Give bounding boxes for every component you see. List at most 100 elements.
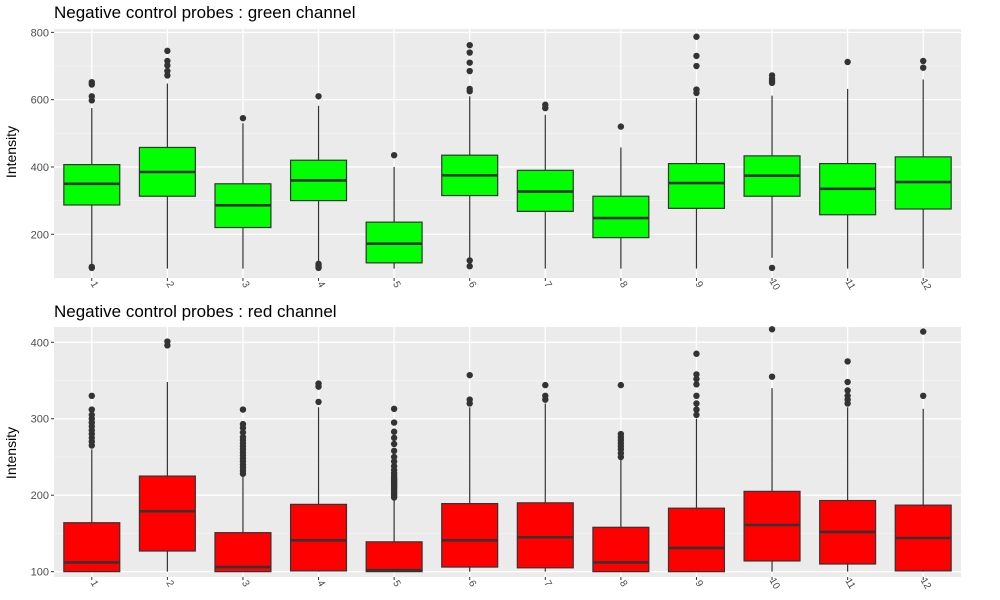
outlier-point: [390, 462, 398, 470]
outlier-point: [693, 381, 700, 388]
y-tick-label: 100: [31, 567, 49, 579]
y-tick-label: 200: [31, 229, 49, 241]
outlier-point: [693, 375, 700, 383]
box-series: [63, 33, 952, 272]
x-tick-label: 2: [163, 280, 176, 291]
x-tick-label: 10: [767, 277, 782, 293]
outlier-point: [164, 72, 171, 79]
x-tick-label: 9: [692, 579, 705, 590]
box-body: [63, 522, 121, 573]
outlier-point: [844, 378, 851, 386]
box-10: [743, 72, 801, 272]
outlier-point: [617, 123, 625, 130]
box-12: [894, 57, 952, 269]
outlier-point: [844, 58, 851, 66]
x-tick-label: 1: [88, 579, 101, 590]
outlier-point: [390, 428, 398, 435]
x-tick-label: 7: [541, 280, 554, 291]
plot-background: [54, 29, 961, 278]
outlier-point: [693, 406, 700, 413]
outlier-point: [844, 392, 851, 400]
outlier-point: [315, 398, 322, 406]
box-1: [63, 392, 121, 573]
outlier-point: [390, 458, 398, 465]
x-axis-ticks: 1 2 3 4 5 6 7 8 9 10 11 12: [88, 576, 933, 592]
x-tick-label: 12: [918, 277, 933, 293]
outlier-point: [164, 67, 171, 75]
outlier-point: [239, 420, 247, 428]
outlier-point: [920, 392, 927, 400]
box-5: [365, 151, 423, 269]
outlier-point: [164, 62, 171, 69]
outlier-point: [542, 392, 549, 400]
x-tick-label: 12: [918, 576, 933, 592]
outlier-point: [768, 72, 776, 79]
outlier-point: [390, 419, 398, 426]
outlier-point: [88, 392, 95, 400]
box-body: [516, 502, 574, 569]
outlier-point: [315, 380, 322, 387]
box-5: [365, 405, 423, 573]
x-tick-label: 6: [466, 579, 479, 590]
outlier-point: [88, 78, 95, 86]
box-11: [819, 358, 877, 572]
x-tick-label: 3: [239, 280, 252, 291]
outlier-point: [466, 371, 473, 379]
box-12: [894, 328, 952, 572]
box-4: [289, 93, 348, 272]
outlier-point: [466, 59, 473, 66]
y-axis-label: Intensity: [3, 427, 19, 479]
x-tick-label: 11: [842, 577, 857, 592]
box-9: [667, 33, 726, 269]
box-3: [214, 114, 272, 269]
chart-title: Negative control probes : red channel: [54, 302, 337, 321]
x-tick-label: 5: [390, 280, 403, 291]
outlier-point: [844, 387, 851, 394]
box-body: [138, 475, 196, 552]
x-tick-label: 4: [315, 579, 328, 590]
x-tick-label: 7: [541, 579, 554, 590]
outlier-point: [920, 64, 927, 71]
box-6: [441, 371, 499, 572]
box-11: [819, 58, 877, 269]
outlier-point: [693, 392, 700, 400]
outlier-point: [617, 430, 625, 438]
outlier-point: [768, 326, 776, 333]
box-body: [667, 162, 726, 209]
box-6: [441, 41, 499, 270]
outlier-point: [239, 433, 247, 441]
x-tick-label: 3: [239, 579, 252, 590]
outlier-point: [693, 33, 700, 40]
x-tick-label: 9: [692, 280, 705, 291]
outlier-point: [920, 328, 927, 335]
outlier-point: [693, 52, 700, 60]
box-10: [743, 326, 801, 572]
outlier-point: [315, 93, 322, 100]
outlier-point: [768, 373, 776, 380]
box-body: [667, 507, 726, 573]
box-7: [516, 381, 574, 572]
x-tick-label: 6: [466, 280, 479, 291]
box-9: [667, 350, 726, 573]
outlier-point: [88, 263, 95, 271]
outlier-point: [164, 47, 171, 55]
outlier-point: [466, 41, 473, 49]
outlier-point: [88, 93, 95, 100]
box-body: [365, 541, 423, 573]
box-2: [138, 47, 196, 269]
outlier-point: [693, 62, 700, 70]
outlier-point: [844, 358, 851, 365]
box-8: [592, 381, 650, 573]
box-1: [63, 78, 121, 272]
outlier-point: [693, 350, 700, 357]
outlier-point: [239, 429, 247, 436]
outlier-point: [164, 57, 171, 65]
outlier-point: [693, 411, 700, 419]
x-axis-ticks: 1 2 3 4 5 6 7 8 9 10 11 12: [88, 277, 933, 293]
outlier-point: [390, 453, 398, 461]
outlier-point: [390, 151, 398, 159]
box-2: [138, 338, 196, 572]
box-8: [592, 123, 650, 269]
outlier-point: [693, 86, 700, 93]
x-tick-label: 8: [617, 280, 630, 291]
